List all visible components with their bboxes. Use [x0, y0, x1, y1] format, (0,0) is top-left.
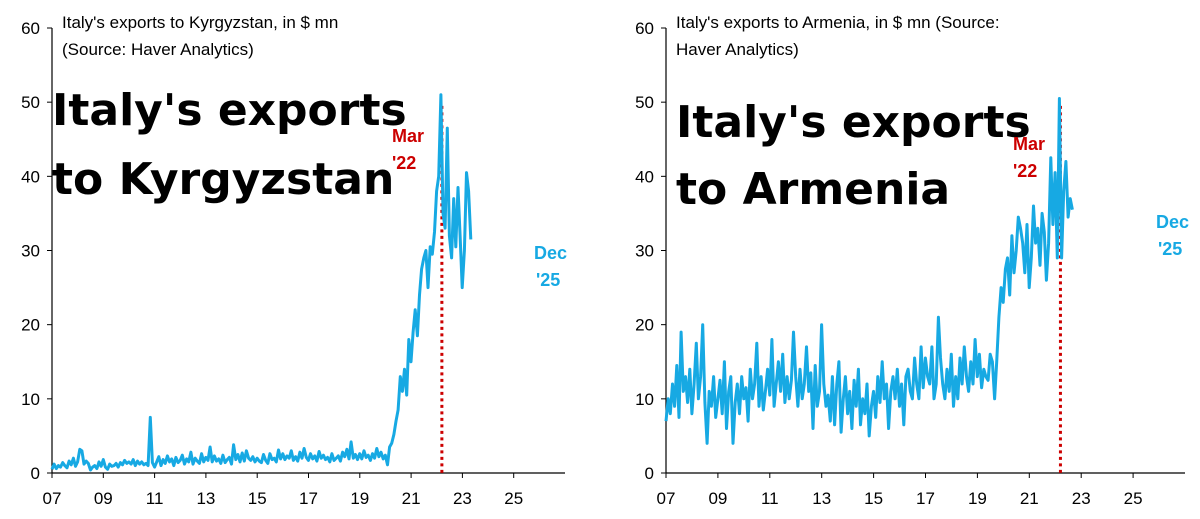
- end-label-year: '25: [1158, 239, 1182, 259]
- x-tick-label: 09: [708, 489, 727, 508]
- y-tick-label: 30: [635, 242, 654, 261]
- y-tick-label: 0: [645, 464, 654, 483]
- overlay-title-line-1: Italy's exports: [676, 97, 1031, 148]
- x-tick-label: 09: [94, 489, 113, 508]
- x-tick-label: 11: [146, 489, 164, 508]
- x-tick-label: 13: [812, 489, 831, 508]
- y-tick-label: 60: [635, 19, 654, 38]
- x-tick-label: 19: [968, 489, 987, 508]
- marker-label-month: Mar: [392, 126, 424, 146]
- marker-label-month: Mar: [1013, 134, 1045, 154]
- x-tick-label: 15: [248, 489, 267, 508]
- y-tick-label: 50: [635, 93, 654, 112]
- overlay-title-line-1: Italy's exports: [52, 85, 407, 136]
- x-tick-label: 21: [402, 489, 421, 508]
- y-tick-label: 60: [21, 19, 40, 38]
- x-tick-label: 21: [1020, 489, 1039, 508]
- chart-title-line-1: Italy's exports to Armenia, in $ mn (Sou…: [676, 13, 1000, 32]
- overlay-title-line-2: to Kyrgyzstan: [52, 154, 394, 205]
- y-tick-label: 0: [31, 464, 40, 483]
- y-tick-label: 40: [635, 167, 654, 186]
- end-label-year: '25: [536, 270, 560, 290]
- x-tick-label: 23: [1072, 489, 1091, 508]
- x-tick-label: 25: [1124, 489, 1143, 508]
- x-tick-label: 17: [916, 489, 935, 508]
- x-tick-label: 11: [761, 489, 779, 508]
- overlay-title-line-2: to Armenia: [676, 164, 950, 215]
- series-line: [50, 93, 473, 472]
- x-tick-label: 19: [350, 489, 369, 508]
- end-label-month: Dec: [534, 243, 567, 263]
- x-tick-label: 13: [196, 489, 215, 508]
- chart-panel-armenia: 0 10 20 30 40 50 60 07 09 11 13 15 17 19 21 23 25 Italy'…: [635, 13, 1189, 508]
- x-tick-label: 17: [299, 489, 318, 508]
- marker-label-year: '22: [392, 153, 416, 173]
- chart-title-line-2: (Source: Haver Analytics): [62, 40, 254, 59]
- y-tick-label: 30: [21, 242, 40, 261]
- chart-panel-kyrgyzstan: 0 10 20 30 40 50 60 07 09 11 13 15 17 19 21 23 25 Italy'…: [21, 13, 567, 508]
- series-line: [664, 97, 1074, 445]
- marker-label-year: '22: [1013, 161, 1037, 181]
- y-tick-label: 10: [635, 390, 654, 409]
- y-tick-label: 40: [21, 167, 40, 186]
- y-tick-label: 50: [21, 93, 40, 112]
- end-label-month: Dec: [1156, 212, 1189, 232]
- chart-title-line-2: Haver Analytics): [676, 40, 799, 59]
- y-tick-label: 20: [21, 316, 40, 335]
- x-tick-label: 25: [504, 489, 523, 508]
- x-tick-label: 07: [43, 489, 62, 508]
- y-tick-label: 20: [635, 316, 654, 335]
- chart-title-line-1: Italy's exports to Kyrgyzstan, in $ mn: [62, 13, 338, 32]
- x-tick-label: 15: [864, 489, 883, 508]
- x-tick-label: 23: [453, 489, 472, 508]
- y-tick-label: 10: [21, 390, 40, 409]
- x-tick-label: 07: [657, 489, 676, 508]
